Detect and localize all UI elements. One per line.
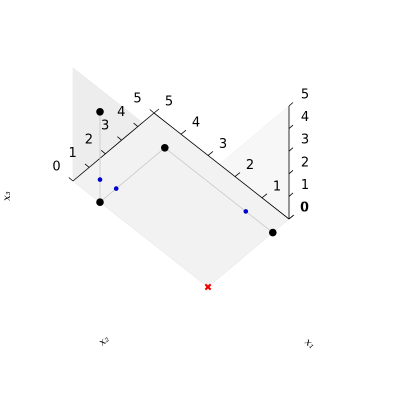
- y-tick: [180, 129, 187, 135]
- z-tick: [288, 124, 294, 129]
- data-point-small: [97, 177, 103, 182]
- z-tick-label: 5: [301, 88, 309, 103]
- x-tick: [133, 122, 139, 127]
- z-tick-label: 0: [301, 201, 309, 216]
- y-tick-label: 3: [219, 137, 227, 152]
- x-tick: [100, 149, 106, 155]
- x-tick-label: 2: [85, 132, 93, 147]
- y-tick: [153, 108, 160, 114]
- y-tick-label: 2: [246, 158, 254, 173]
- x-tick-label: 4: [117, 105, 125, 120]
- y-tick: [207, 151, 214, 156]
- x-tick: [84, 163, 90, 168]
- y-tick: [261, 193, 268, 199]
- z-tick-label: 2: [301, 155, 309, 170]
- data-point: [269, 228, 277, 237]
- y-axis-line: [153, 112, 290, 220]
- y-tick-label: 5: [165, 95, 173, 110]
- y-tick-label: 0: [300, 201, 308, 216]
- axes-panes: [72, 67, 290, 288]
- z-tick: [288, 102, 294, 107]
- x-axis-line: [72, 112, 155, 182]
- z-tick: [288, 192, 294, 197]
- data-point: [161, 144, 169, 152]
- data-point-x: [204, 283, 212, 291]
- data-point-small: [113, 186, 119, 191]
- z-tick: [288, 147, 294, 152]
- z-axis-label: x₃: [2, 191, 13, 201]
- x-tick-label: 0: [52, 160, 60, 175]
- data-point-small: [243, 209, 249, 214]
- y-tick-label: 1: [273, 179, 281, 194]
- z-tick: [288, 215, 294, 220]
- data-point: [96, 198, 104, 206]
- x-axis-label: x₁: [302, 337, 316, 352]
- data-points: [96, 108, 277, 291]
- y-tick-label: 4: [192, 116, 200, 131]
- y-axis-label: x₂: [97, 334, 111, 349]
- y-tick: [234, 172, 241, 177]
- data-point: [96, 108, 104, 116]
- x-tick-label: 5: [133, 92, 141, 107]
- z-tick-label: 3: [301, 133, 309, 148]
- x-tick: [117, 136, 122, 141]
- x-tick: [68, 177, 74, 182]
- z-tick: [288, 169, 294, 175]
- z-tick-label: 4: [301, 110, 309, 125]
- x-tick-label: 3: [101, 119, 109, 134]
- x-tick: [149, 109, 155, 114]
- x-tick-label: 1: [69, 146, 77, 161]
- z-tick-label: 1: [301, 178, 309, 193]
